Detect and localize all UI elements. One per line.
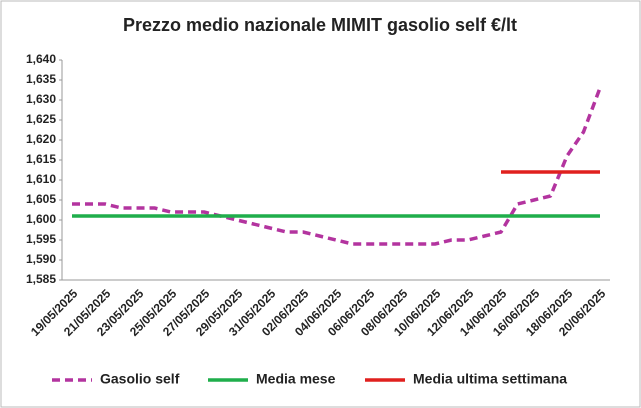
y-tick-label: 1,590: [26, 252, 56, 266]
series-line: [72, 87, 602, 246]
y-tick-label: 1,605: [26, 192, 56, 206]
y-tick-label: 1,610: [26, 172, 56, 186]
y-tick-label: 1,615: [26, 152, 56, 166]
legend-label: Media ultima settimana: [413, 371, 567, 387]
y-tick-label: 1,585: [26, 272, 56, 286]
y-tick-label: 1,640: [26, 52, 56, 66]
chart-title: Prezzo medio nazionale MIMIT gasolio sel…: [123, 15, 517, 35]
y-tick-label: 1,625: [26, 112, 56, 126]
legend-label: Media mese: [256, 371, 336, 387]
y-tick-label: 1,635: [26, 72, 56, 86]
y-tick-label: 1,595: [26, 232, 56, 246]
y-tick-label: 1,620: [26, 132, 56, 146]
legend-label: Gasolio self: [100, 371, 180, 387]
y-tick-label: 1,630: [26, 92, 56, 106]
y-tick-label: 1,600: [26, 212, 56, 226]
